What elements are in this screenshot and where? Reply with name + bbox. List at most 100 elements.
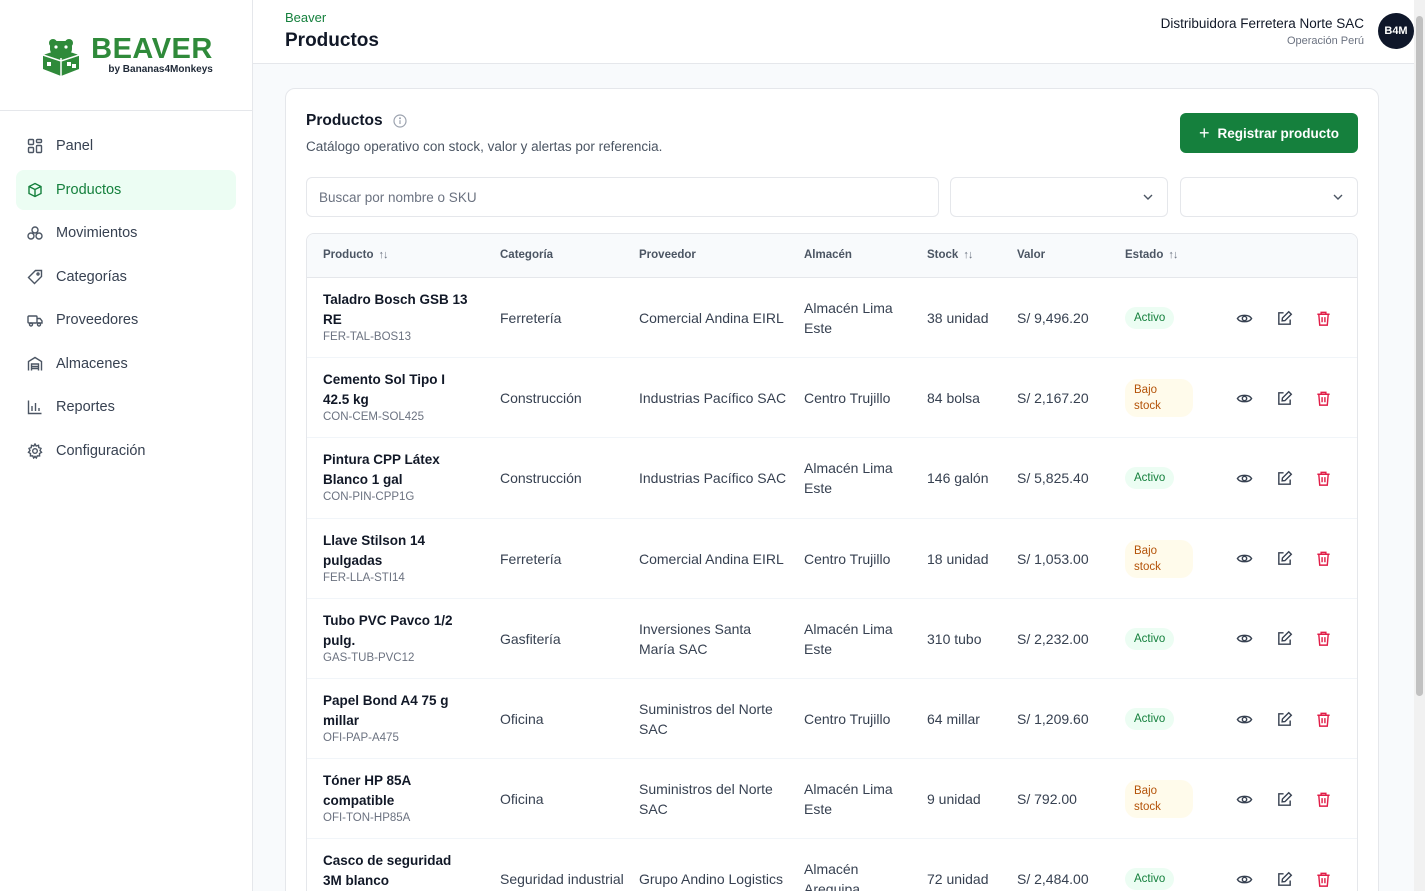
sidebar-item-proveedores[interactable]: Proveedores bbox=[16, 300, 236, 340]
product-name: Casco de seguridad 3M blanco bbox=[323, 853, 452, 889]
info-icon[interactable] bbox=[393, 114, 407, 128]
tag-icon bbox=[27, 269, 43, 285]
category-cell: Construcción bbox=[500, 390, 582, 407]
sidebar-item-reportes[interactable]: Reportes bbox=[16, 387, 236, 427]
edit-button[interactable] bbox=[1275, 309, 1293, 327]
eye-icon bbox=[1236, 875, 1252, 884]
table-row[interactable]: Taladro Bosch GSB 13 RE FER-TAL-BOS13 Fe… bbox=[307, 278, 1357, 359]
delete-button[interactable] bbox=[1314, 309, 1332, 327]
header-label: Categoría bbox=[500, 249, 554, 261]
product-cell: Papel Bond A4 75 g millar OFI-PAP-A475 bbox=[323, 691, 473, 745]
sidebar-nav: Panel Productos Movimientos Categorías P… bbox=[0, 111, 252, 489]
view-button[interactable] bbox=[1235, 790, 1253, 808]
edit-button[interactable] bbox=[1275, 550, 1293, 568]
view-button[interactable] bbox=[1235, 469, 1253, 487]
sidebar-item-panel[interactable]: Panel bbox=[16, 126, 236, 166]
product-cell: Llave Stilson 14 pulgadas FER-LLA-STI14 bbox=[323, 531, 473, 585]
sidebar-item-categorias[interactable]: Categorías bbox=[16, 257, 236, 297]
header-proveedor: Proveedor bbox=[639, 249, 696, 261]
edit-button[interactable] bbox=[1275, 469, 1293, 487]
truck-icon bbox=[27, 312, 43, 328]
stock-cell: 9 unidad bbox=[927, 791, 981, 808]
delete-button[interactable] bbox=[1314, 790, 1332, 808]
stock-cell: 18 unidad bbox=[927, 550, 989, 567]
product-cell: Casco de seguridad 3M blanco bbox=[323, 851, 473, 891]
search-input[interactable] bbox=[306, 177, 939, 217]
table-row[interactable]: Pintura CPP Látex Blanco 1 gal CON-PIN-C… bbox=[307, 438, 1357, 519]
scrollbar-thumb[interactable] bbox=[1416, 16, 1423, 696]
sidebar-item-configuracion[interactable]: Configuración bbox=[16, 431, 236, 471]
table-row[interactable]: Papel Bond A4 75 g millar OFI-PAP-A475 O… bbox=[307, 679, 1357, 760]
sidebar-item-almacenes[interactable]: Almacenes bbox=[16, 344, 236, 384]
delete-button[interactable] bbox=[1314, 550, 1332, 568]
header-stock[interactable]: Stock ↑↓ bbox=[927, 249, 973, 261]
header-label: Almacén bbox=[804, 249, 852, 261]
breadcrumb[interactable]: Beaver bbox=[285, 10, 327, 25]
category-cell: Gasfitería bbox=[500, 630, 561, 647]
edit-button[interactable] bbox=[1275, 710, 1293, 728]
product-name: Llave Stilson 14 pulgadas bbox=[323, 532, 426, 568]
edit-button[interactable] bbox=[1275, 389, 1293, 407]
chevron-down-icon bbox=[1143, 194, 1153, 200]
category-filter-select[interactable] bbox=[950, 177, 1168, 217]
header-label: Proveedor bbox=[639, 249, 696, 261]
sidebar-item-label: Configuración bbox=[56, 442, 146, 459]
edit-button[interactable] bbox=[1275, 630, 1293, 648]
avatar[interactable]: B4M bbox=[1378, 13, 1414, 49]
table-row[interactable]: Casco de seguridad 3M blanco Seguridad i… bbox=[307, 839, 1357, 891]
sidebar-item-label: Almacenes bbox=[56, 355, 128, 372]
warehouse-cell: Centro Trujillo bbox=[804, 390, 891, 407]
view-button[interactable] bbox=[1235, 630, 1253, 648]
value-cell: S/ 9,496.20 bbox=[1017, 310, 1089, 327]
product-sku: CON-PIN-CPP1G bbox=[323, 491, 415, 504]
card-subtitle: Catálogo operativo con stock, valor y al… bbox=[306, 139, 663, 154]
header-producto[interactable]: Producto ↑↓ bbox=[323, 249, 388, 261]
edit-icon bbox=[1277, 390, 1292, 405]
edit-button[interactable] bbox=[1275, 870, 1293, 888]
header-label: Producto bbox=[323, 249, 374, 261]
eye-icon bbox=[1236, 795, 1252, 804]
view-button[interactable] bbox=[1235, 309, 1253, 327]
status-filter-select[interactable] bbox=[1180, 177, 1358, 217]
table-row[interactable]: Tóner HP 85A compatible OFI-TON-HP85A Of… bbox=[307, 759, 1357, 840]
supplier-cell: Suministros del Norte SAC bbox=[639, 701, 773, 738]
status-badge: Activo bbox=[1125, 467, 1175, 490]
category-cell: Oficina bbox=[500, 711, 544, 728]
delete-button[interactable] bbox=[1314, 630, 1332, 648]
delete-button[interactable] bbox=[1314, 710, 1332, 728]
view-button[interactable] bbox=[1235, 550, 1253, 568]
header-estado[interactable]: Estado ↑↓ bbox=[1125, 249, 1178, 261]
register-product-label: Registrar producto bbox=[1217, 125, 1340, 141]
view-button[interactable] bbox=[1235, 389, 1253, 407]
delete-button[interactable] bbox=[1314, 389, 1332, 407]
sort-icon: ↑↓ bbox=[963, 249, 973, 261]
supplier-cell: Inversiones Santa María SAC bbox=[639, 620, 752, 657]
product-sku: FER-LLA-STI14 bbox=[323, 571, 405, 584]
warehouse-cell: Almacén Arequipa bbox=[804, 861, 861, 891]
delete-button[interactable] bbox=[1314, 469, 1332, 487]
page-scrollbar[interactable] bbox=[1414, 0, 1425, 891]
sidebar-item-productos[interactable]: Productos bbox=[16, 169, 236, 210]
edit-button[interactable] bbox=[1275, 790, 1293, 808]
sidebar-item-label: Reportes bbox=[56, 399, 115, 415]
status-badge: Activo bbox=[1125, 868, 1175, 891]
view-button[interactable] bbox=[1235, 710, 1253, 728]
delete-button[interactable] bbox=[1314, 870, 1332, 888]
table-row[interactable]: Llave Stilson 14 pulgadas FER-LLA-STI14 … bbox=[307, 519, 1357, 599]
sidebar-item-movimientos[interactable]: Movimientos bbox=[16, 213, 236, 253]
table-header: Producto ↑↓ Categoría Proveedor Almacén S… bbox=[307, 234, 1357, 278]
register-product-button[interactable]: + Registrar producto bbox=[1180, 113, 1358, 153]
product-sku: CON-CEM-SOL425 bbox=[323, 411, 424, 424]
supplier-cell: Comercial Andina EIRL bbox=[639, 310, 784, 327]
chevron-down-icon bbox=[1333, 194, 1343, 200]
view-button[interactable] bbox=[1235, 870, 1253, 888]
sidebar-item-label: Panel bbox=[56, 138, 94, 154]
table-row[interactable]: Tubo PVC Pavco 1/2 pulg. GAS-TUB-PVC12 G… bbox=[307, 599, 1357, 679]
table-row[interactable]: Cemento Sol Tipo I 42.5 kg CON-CEM-SOL42… bbox=[307, 358, 1357, 439]
gear-icon bbox=[27, 442, 43, 459]
brand-logo[interactable]: BEAVER by Bananas4Monkeys bbox=[0, 0, 252, 111]
header-label: Valor bbox=[1017, 249, 1046, 261]
product-name: Cemento Sol Tipo I 42.5 kg bbox=[323, 372, 446, 408]
product-cell: Tubo PVC Pavco 1/2 pulg. GAS-TUB-PVC12 bbox=[323, 611, 473, 665]
eye-icon bbox=[1236, 715, 1252, 723]
